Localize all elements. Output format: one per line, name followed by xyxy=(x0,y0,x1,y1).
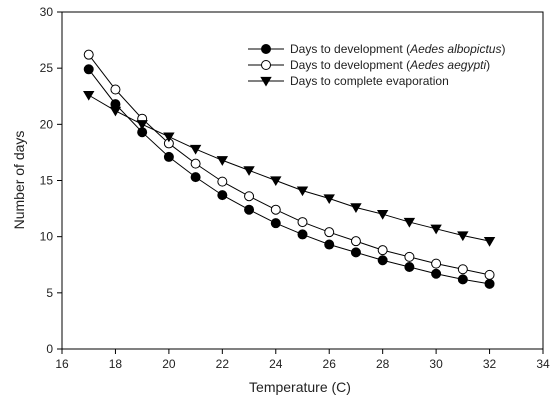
data-point xyxy=(404,261,415,272)
data-point xyxy=(109,106,122,117)
legend-label-species: Aedes aegypti xyxy=(409,58,486,72)
data-point xyxy=(163,132,175,143)
data-point xyxy=(457,264,468,275)
x-tick-label: 22 xyxy=(216,357,230,371)
series-line xyxy=(88,94,490,242)
x-tick-label: 16 xyxy=(55,357,69,371)
legend-label: Days to development (Aedes albopictus) xyxy=(290,42,505,56)
legend-marker xyxy=(261,44,271,54)
legend-entry-3: Days to complete evaporation xyxy=(248,74,449,88)
legend-label-text: Days to development ( xyxy=(290,58,410,72)
data-point xyxy=(350,236,361,247)
legend-marker xyxy=(261,60,271,70)
data-point xyxy=(270,218,281,229)
legend: Days to development (Aedes albopictus)Da… xyxy=(248,42,505,88)
y-tick-label: 25 xyxy=(40,61,54,75)
data-point xyxy=(296,186,309,197)
data-point xyxy=(83,64,94,75)
y-tick-label: 20 xyxy=(40,117,54,131)
x-tick-label: 34 xyxy=(536,357,550,371)
data-point xyxy=(217,176,228,187)
data-point xyxy=(324,227,335,238)
legend-label-species: Aedes albopictus xyxy=(409,42,501,56)
data-point xyxy=(189,144,202,155)
x-tick-label: 26 xyxy=(323,357,337,371)
data-point xyxy=(297,217,308,228)
data-point xyxy=(457,274,468,285)
series-3 xyxy=(83,90,496,247)
y-axis-label: Number of days xyxy=(11,131,27,230)
data-point xyxy=(297,229,308,240)
x-tick-label: 24 xyxy=(269,357,283,371)
legend-label-suffix: ) xyxy=(501,42,505,56)
data-point xyxy=(190,172,201,183)
data-point xyxy=(431,268,442,279)
series-layer xyxy=(83,49,496,289)
data-point xyxy=(430,224,442,235)
data-point xyxy=(484,269,495,280)
x-tick-label: 30 xyxy=(429,357,443,371)
data-point xyxy=(216,156,229,166)
data-point xyxy=(324,239,335,250)
legend-label: Days to complete evaporation xyxy=(290,74,449,88)
data-point xyxy=(190,158,201,169)
y-tick-label: 10 xyxy=(40,230,54,244)
y-tick-label: 5 xyxy=(46,286,53,300)
data-point xyxy=(83,90,95,101)
legend-label-text: Days to development ( xyxy=(290,42,410,56)
data-point xyxy=(377,255,388,266)
x-axis-label: Temperature (C) xyxy=(249,379,351,395)
data-point xyxy=(404,251,415,262)
data-point xyxy=(270,204,281,215)
series-1 xyxy=(83,64,495,289)
data-point xyxy=(136,120,148,130)
data-point xyxy=(323,194,335,205)
data-point xyxy=(484,278,495,289)
x-tick-label: 32 xyxy=(483,357,497,371)
data-point xyxy=(244,191,255,202)
data-point xyxy=(163,151,174,162)
data-point xyxy=(83,49,94,60)
legend-entry-2: Days to development (Aedes aegypti) xyxy=(248,58,490,72)
data-point xyxy=(270,176,282,187)
y-tick-label: 15 xyxy=(40,174,54,188)
series-line xyxy=(88,68,490,285)
axes: 16 18 20 22 24 26 28 30 32 34 0 5 10 15 20 25 30 xyxy=(40,5,550,371)
data-point xyxy=(431,258,442,269)
data-point xyxy=(217,190,228,201)
data-point xyxy=(483,237,496,247)
data-point xyxy=(376,210,389,220)
y-tick-label: 0 xyxy=(46,342,53,356)
data-point xyxy=(403,217,416,228)
x-tick-label: 18 xyxy=(109,357,123,371)
legend-label-text: Days to complete evaporation xyxy=(290,74,449,88)
legend-marker xyxy=(260,76,272,87)
data-point xyxy=(110,84,121,95)
data-point xyxy=(377,245,388,256)
series-2 xyxy=(83,49,495,280)
data-point xyxy=(244,204,255,215)
data-point xyxy=(350,247,361,258)
legend-label: Days to development (Aedes aegypti) xyxy=(290,58,490,72)
data-point xyxy=(350,203,362,213)
legend-entry-1: Days to development (Aedes albopictus) xyxy=(248,42,505,56)
x-tick-label: 20 xyxy=(162,357,176,371)
x-tick-label: 28 xyxy=(376,357,390,371)
legend-label-suffix: ) xyxy=(486,58,490,72)
series-line xyxy=(88,54,490,276)
data-point xyxy=(243,166,255,176)
y-tick-label: 30 xyxy=(40,5,54,19)
data-point xyxy=(457,231,469,242)
